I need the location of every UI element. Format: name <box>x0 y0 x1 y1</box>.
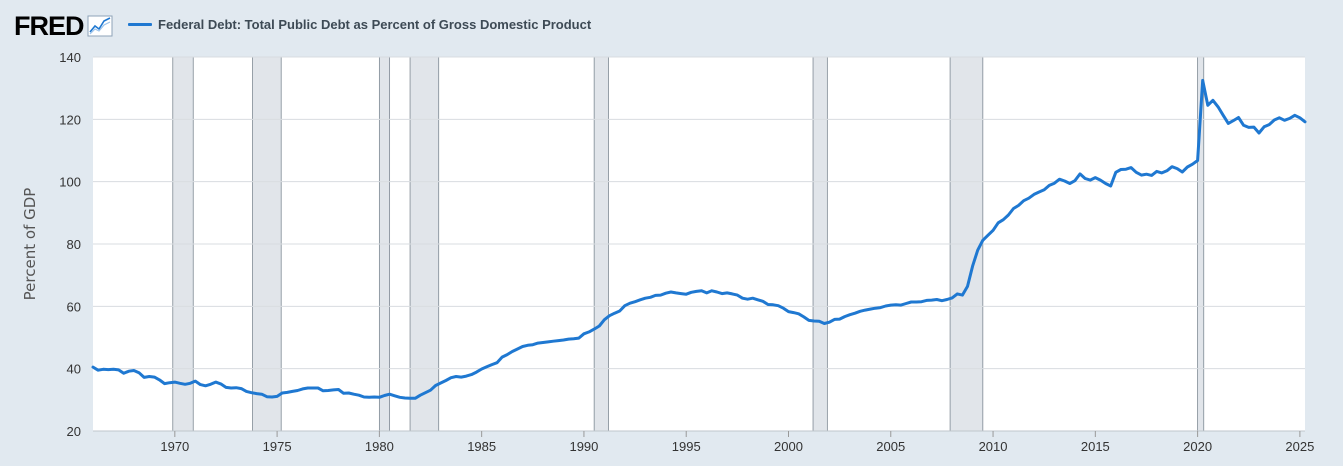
y-tick-label: 80 <box>67 237 81 252</box>
y-tick-label: 120 <box>59 112 81 127</box>
y-tick-label: 40 <box>67 362 81 377</box>
x-axis-ticks: 1970 1975 1980 1985 1990 1995 2000 2005 2010 2015… <box>93 430 1314 454</box>
x-tick-label: 2000 <box>774 439 803 454</box>
x-tick-label: 1985 <box>467 439 496 454</box>
legend-swatch <box>128 23 152 26</box>
y-tick-label: 60 <box>67 299 81 314</box>
y-axis-label: Percent of GDP <box>21 188 39 301</box>
x-tick-label: 1995 <box>672 439 701 454</box>
y-axis-ticks: 20 40 60 80 100 120 140 <box>59 50 81 439</box>
x-tick-label: 1990 <box>569 439 598 454</box>
x-tick-label: 2025 <box>1285 439 1314 454</box>
chart-legend: Federal Debt: Total Public Debt as Perce… <box>128 17 591 32</box>
x-tick-label: 2010 <box>979 439 1008 454</box>
x-tick-label: 1975 <box>263 439 292 454</box>
fred-logo-text: FRED <box>14 11 84 41</box>
series-line <box>91 78 1307 400</box>
y-tick-label: 20 <box>67 424 81 439</box>
x-tick-label: 1980 <box>365 439 394 454</box>
fred-logo[interactable]: FRED <box>14 12 113 40</box>
x-tick-label: 2015 <box>1081 439 1110 454</box>
y-tick-label: 100 <box>59 175 81 190</box>
x-tick-label: 2020 <box>1183 439 1212 454</box>
line-chart-icon <box>87 15 112 37</box>
y-tick-label: 140 <box>59 50 81 65</box>
x-tick-label: 1970 <box>160 439 189 454</box>
x-tick-label: 2005 <box>876 439 905 454</box>
legend-label: Federal Debt: Total Public Debt as Perce… <box>158 17 592 32</box>
